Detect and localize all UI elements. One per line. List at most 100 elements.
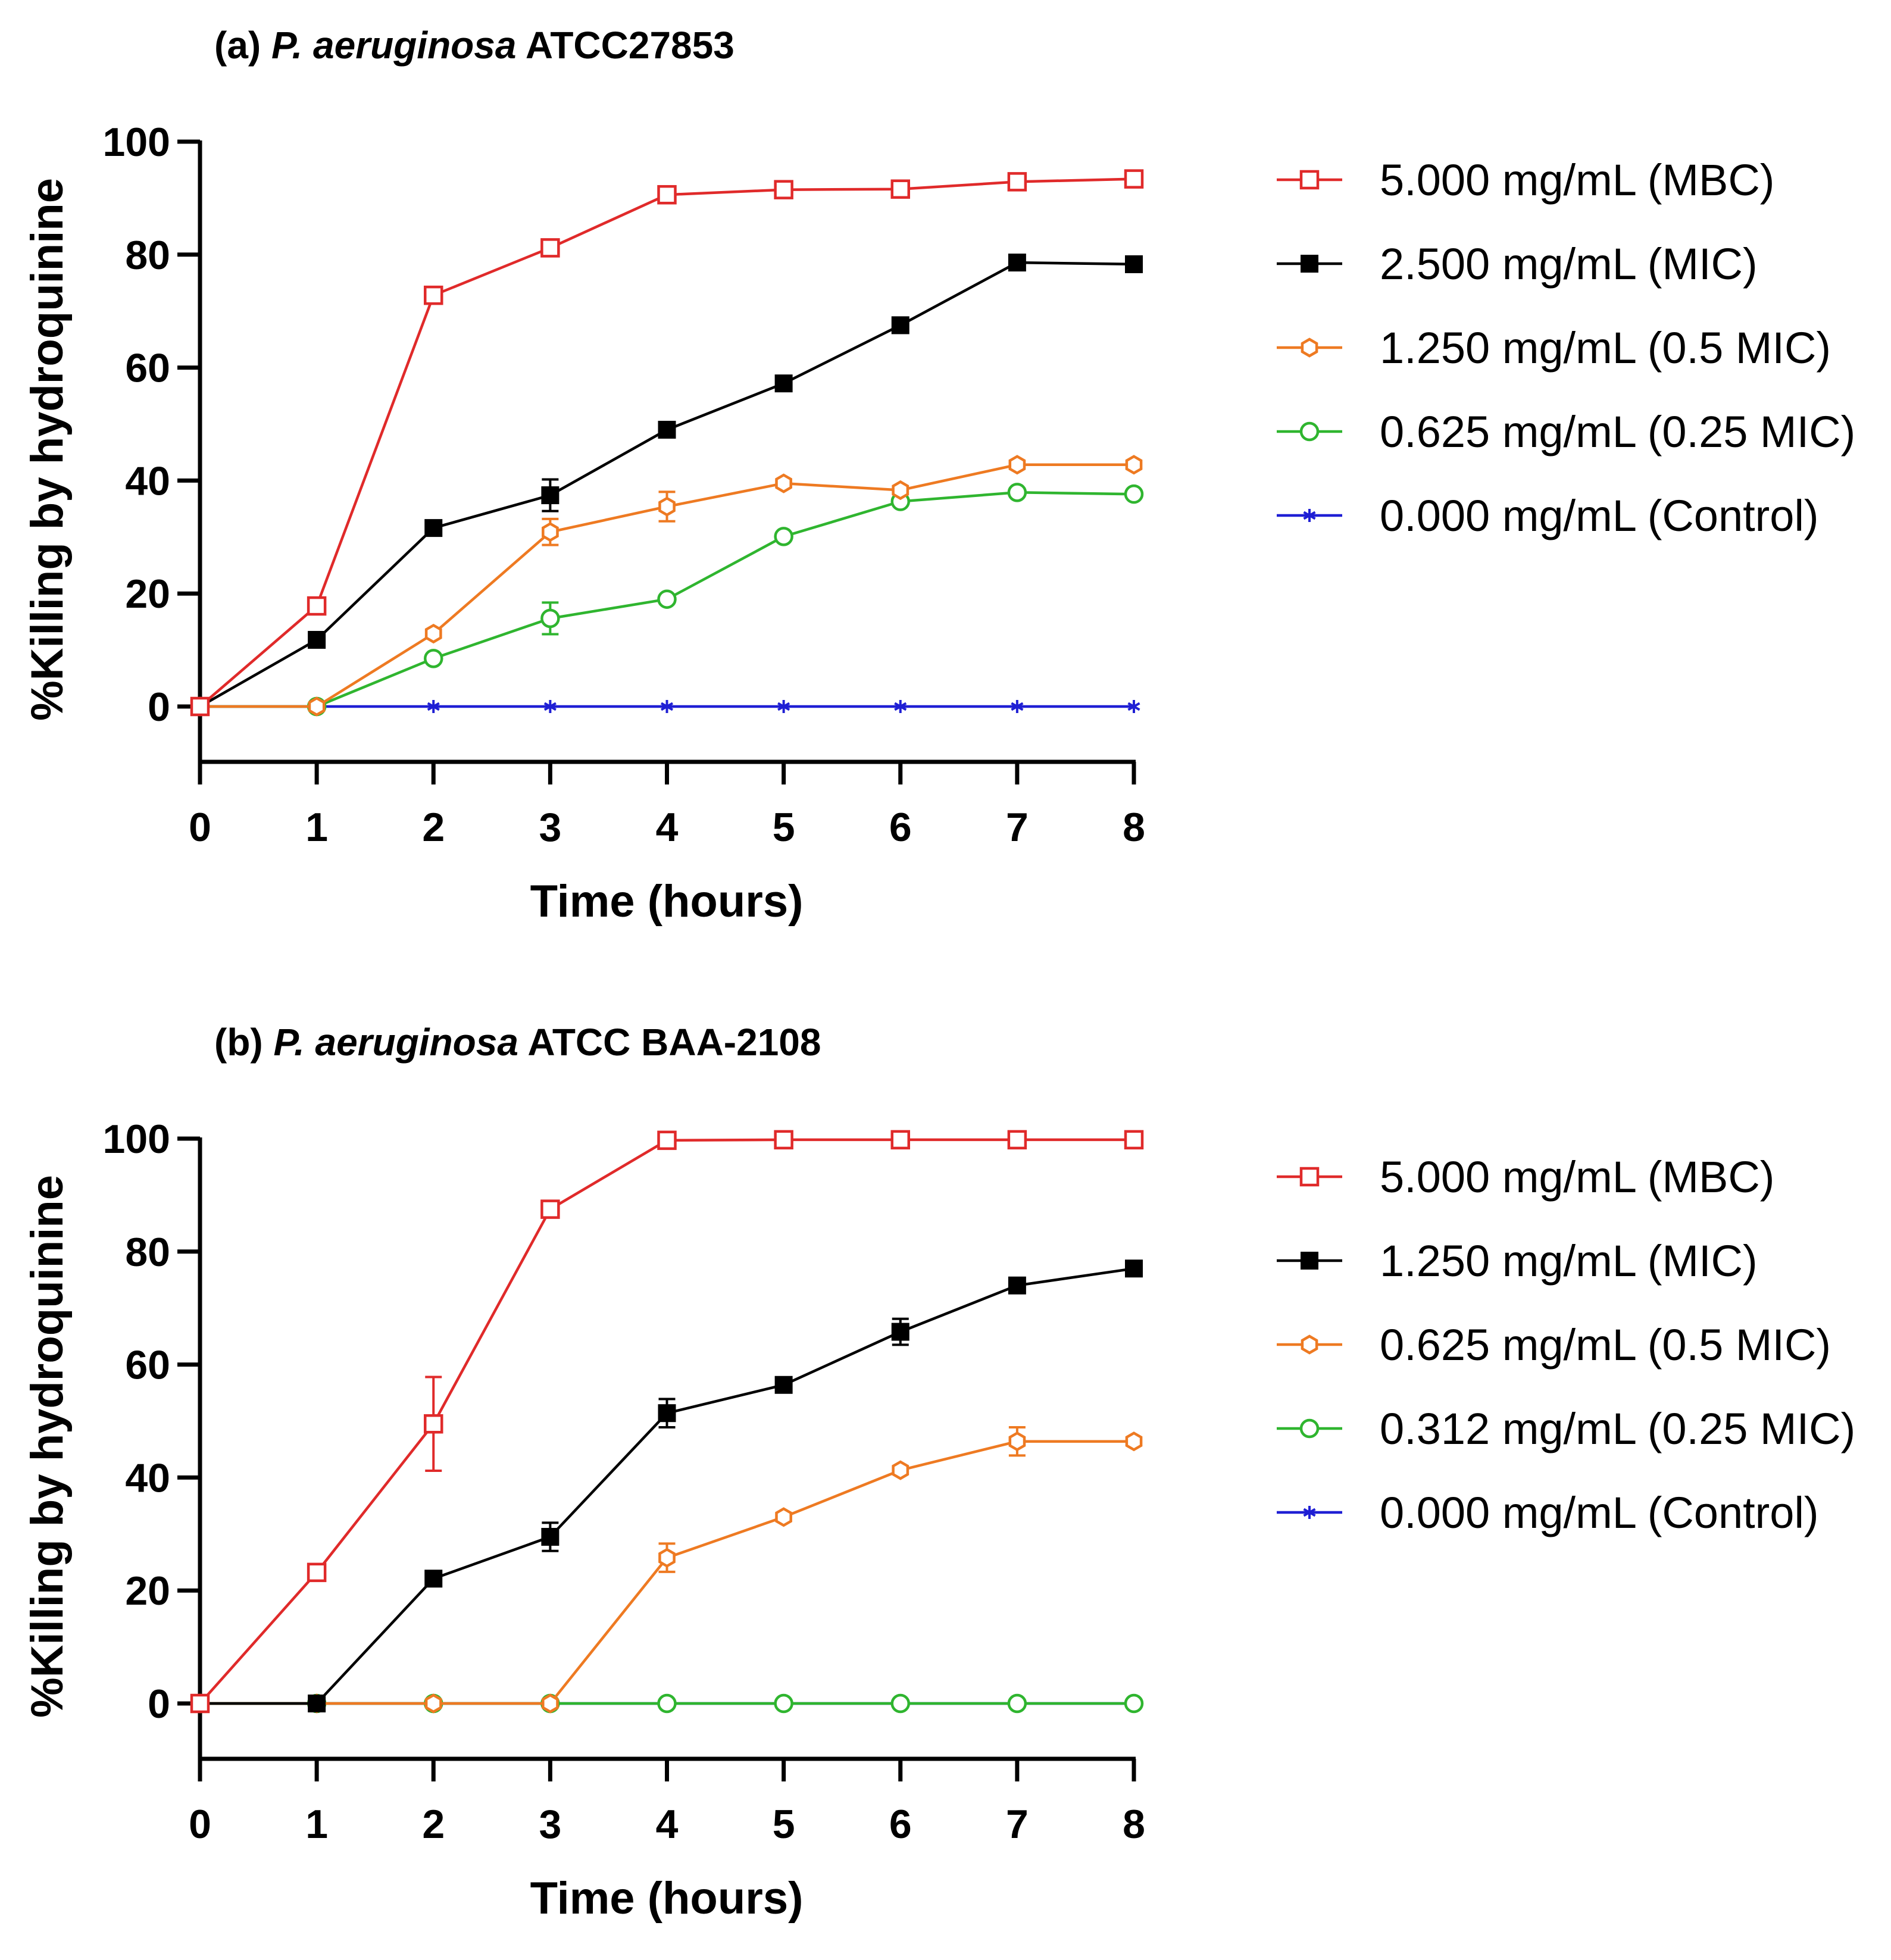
panel-a-series-5-point-stroke <box>1011 702 1024 711</box>
panel-b-legend-item: 5.000 mg/mL (MBC) <box>1277 1152 1774 1202</box>
panel-b-series-1-point <box>540 1199 560 1219</box>
panel-a-y-tick-label: 0 <box>148 684 170 730</box>
panel-b-x-tick-label: 3 <box>539 1802 561 1847</box>
panel-a-series-2-point <box>424 519 443 537</box>
panel-a-legend-item: 5.000 mg/mL (MBC) <box>1277 155 1774 205</box>
panel-a-series-3-point <box>775 473 792 493</box>
panel-a-series-5-point <box>543 700 557 713</box>
panel-b-series-2 <box>191 1259 1143 1712</box>
panel-b-series-4-point <box>774 1693 793 1714</box>
panel-a-series-4-point <box>1007 483 1027 502</box>
panel-a-series-3-point <box>424 624 442 644</box>
panel-b-legend-item: 0.000 mg/mL (Control) <box>1277 1488 1819 1537</box>
panel-a-x-tick-label: 3 <box>539 805 561 850</box>
panel-b-y-axis-title: %Killing by hydroquinine <box>22 1175 73 1718</box>
panel-b-legend-marker <box>1303 1506 1316 1519</box>
panel-a-series-1-point <box>424 285 443 305</box>
panel-a-series-2-point <box>891 316 909 335</box>
panel-b-x-tick-label: 4 <box>656 1802 679 1847</box>
panel-a-legend-item: 0.625 mg/mL (0.25 MIC) <box>1277 407 1855 457</box>
panel-a-series-1-point <box>774 180 793 199</box>
panel-b-legend-item: 0.312 mg/mL (0.25 MIC) <box>1277 1404 1855 1453</box>
panel-a-series-3-point <box>1008 455 1026 475</box>
panel-a-series-5-point-stroke <box>543 702 557 711</box>
panel-a-series-1-point <box>190 696 210 717</box>
panel-a-x-tick-label: 0 <box>189 805 211 850</box>
panel-a-series-4-point <box>424 649 443 668</box>
panel-a-series-3-point <box>308 696 326 717</box>
panel-a-series-3-point <box>892 480 909 501</box>
panel-b-series-4-point <box>1007 1693 1027 1714</box>
panel-b-legend-marker-stroke <box>1303 1508 1316 1517</box>
panel-a-series-5-point <box>427 700 440 713</box>
panel-a-series-4-point <box>1124 484 1144 504</box>
panel-b-legend-label: 0.625 mg/mL (0.5 MIC) <box>1380 1320 1831 1370</box>
panel-b-y-tick-label: 0 <box>148 1681 170 1727</box>
panel-a-series-5-point-stroke <box>777 702 790 711</box>
panel-b-series-2-point <box>658 1404 676 1423</box>
panel-b-legend-marker <box>1301 1334 1318 1355</box>
panel-a-legend-marker <box>1303 509 1316 522</box>
panel-a-legend-marker-stroke <box>1303 511 1316 520</box>
panel-a-series-5-point-stroke <box>1127 702 1140 711</box>
panel-a-series-2-point <box>1125 255 1143 273</box>
panel-b-x-axis-title: Time (hours) <box>530 1873 804 1924</box>
panel-a-legend-item: 0.000 mg/mL (Control) <box>1277 491 1819 540</box>
panel-a-series-2-point <box>774 374 793 393</box>
panel-a-series-1 <box>190 169 1144 717</box>
panel-a-series-5-point-stroke <box>427 702 440 711</box>
panel-b-legend-item: 1.250 mg/mL (MIC) <box>1277 1236 1758 1286</box>
panel-b-series-3-point <box>1008 1431 1026 1452</box>
panel-b-title-label: (b) <box>214 1021 263 1064</box>
panel-b-series-2-point <box>774 1376 793 1394</box>
panel-b-y-tick-label: 40 <box>125 1455 170 1501</box>
panel-b-legend-label: 1.250 mg/mL (MIC) <box>1380 1236 1758 1286</box>
panel-a-series-3-point <box>658 496 676 517</box>
panel-a-series-2-point <box>541 486 560 505</box>
panel-b-legend-marker <box>1299 1418 1320 1439</box>
panel-a-x-tick-label: 4 <box>656 805 679 850</box>
panel-b-title: (b) P. aeruginosa ATCC BAA-2108 <box>214 1021 821 1064</box>
panel-a-series-5-point <box>894 700 907 713</box>
panel-a-legend-marker <box>1299 421 1320 442</box>
panel-b-series-1-point <box>424 1414 443 1434</box>
panel-a-x-tick-label: 5 <box>773 805 795 850</box>
panel-a-legend-item: 1.250 mg/mL (0.5 MIC) <box>1277 323 1831 373</box>
panel-a-series-2-point <box>308 631 326 649</box>
panel-b-series-1-point <box>307 1562 327 1583</box>
panel-a-series-2-point <box>658 420 676 439</box>
panel-b-series-3-point <box>658 1548 676 1568</box>
panel-b-legend-label: 0.312 mg/mL (0.25 MIC) <box>1380 1404 1855 1453</box>
panel-a-y-axis-title: %Killing by hydroquinine <box>22 178 73 721</box>
panel-a-legend-label: 5.000 mg/mL (MBC) <box>1380 155 1774 205</box>
panel-a-series-2-point <box>1008 254 1026 272</box>
panel-b-series-4-point <box>657 1693 677 1714</box>
panel-a-x-tick-label: 7 <box>1006 805 1029 850</box>
panel-a-series-5-point <box>777 700 790 713</box>
panel-b-title-strain: ATCC BAA-2108 <box>527 1021 821 1064</box>
panel-b-legend-item: 0.625 mg/mL (0.5 MIC) <box>1277 1320 1831 1370</box>
panel-b-series-4-point <box>890 1693 910 1714</box>
panel-a-y-tick-label: 80 <box>125 233 170 278</box>
panel-b-title-species: P. aeruginosa <box>274 1021 518 1064</box>
panel-b-series-1 <box>190 1130 1144 1714</box>
panel-a-y-tick-label: 40 <box>125 458 170 504</box>
panel-b-series-1-point <box>1007 1130 1027 1150</box>
panel-b-x-tick-label: 0 <box>189 1802 211 1847</box>
panel-a-series-5-point <box>660 700 674 713</box>
panel-a-series-1-point <box>1007 172 1027 192</box>
panel-b-series-3-point <box>542 1693 559 1714</box>
panel-a-series-3-point <box>1125 455 1143 475</box>
panel-b-series-2-point <box>1125 1259 1143 1278</box>
panel-a-legend-marker <box>1301 337 1318 358</box>
panel-b-series-3-point <box>892 1460 909 1480</box>
panel-b-y-tick-label: 100 <box>103 1117 170 1162</box>
panel-b-y-tick-label: 60 <box>125 1343 170 1388</box>
panel-a-y-tick-label: 20 <box>125 571 170 617</box>
panel-a-series-4-point <box>774 527 793 546</box>
panel-a-series-4-point <box>657 589 677 609</box>
panel-b-x-tick-label: 8 <box>1123 1802 1145 1847</box>
panel-a-series-5-point-stroke <box>660 702 674 711</box>
